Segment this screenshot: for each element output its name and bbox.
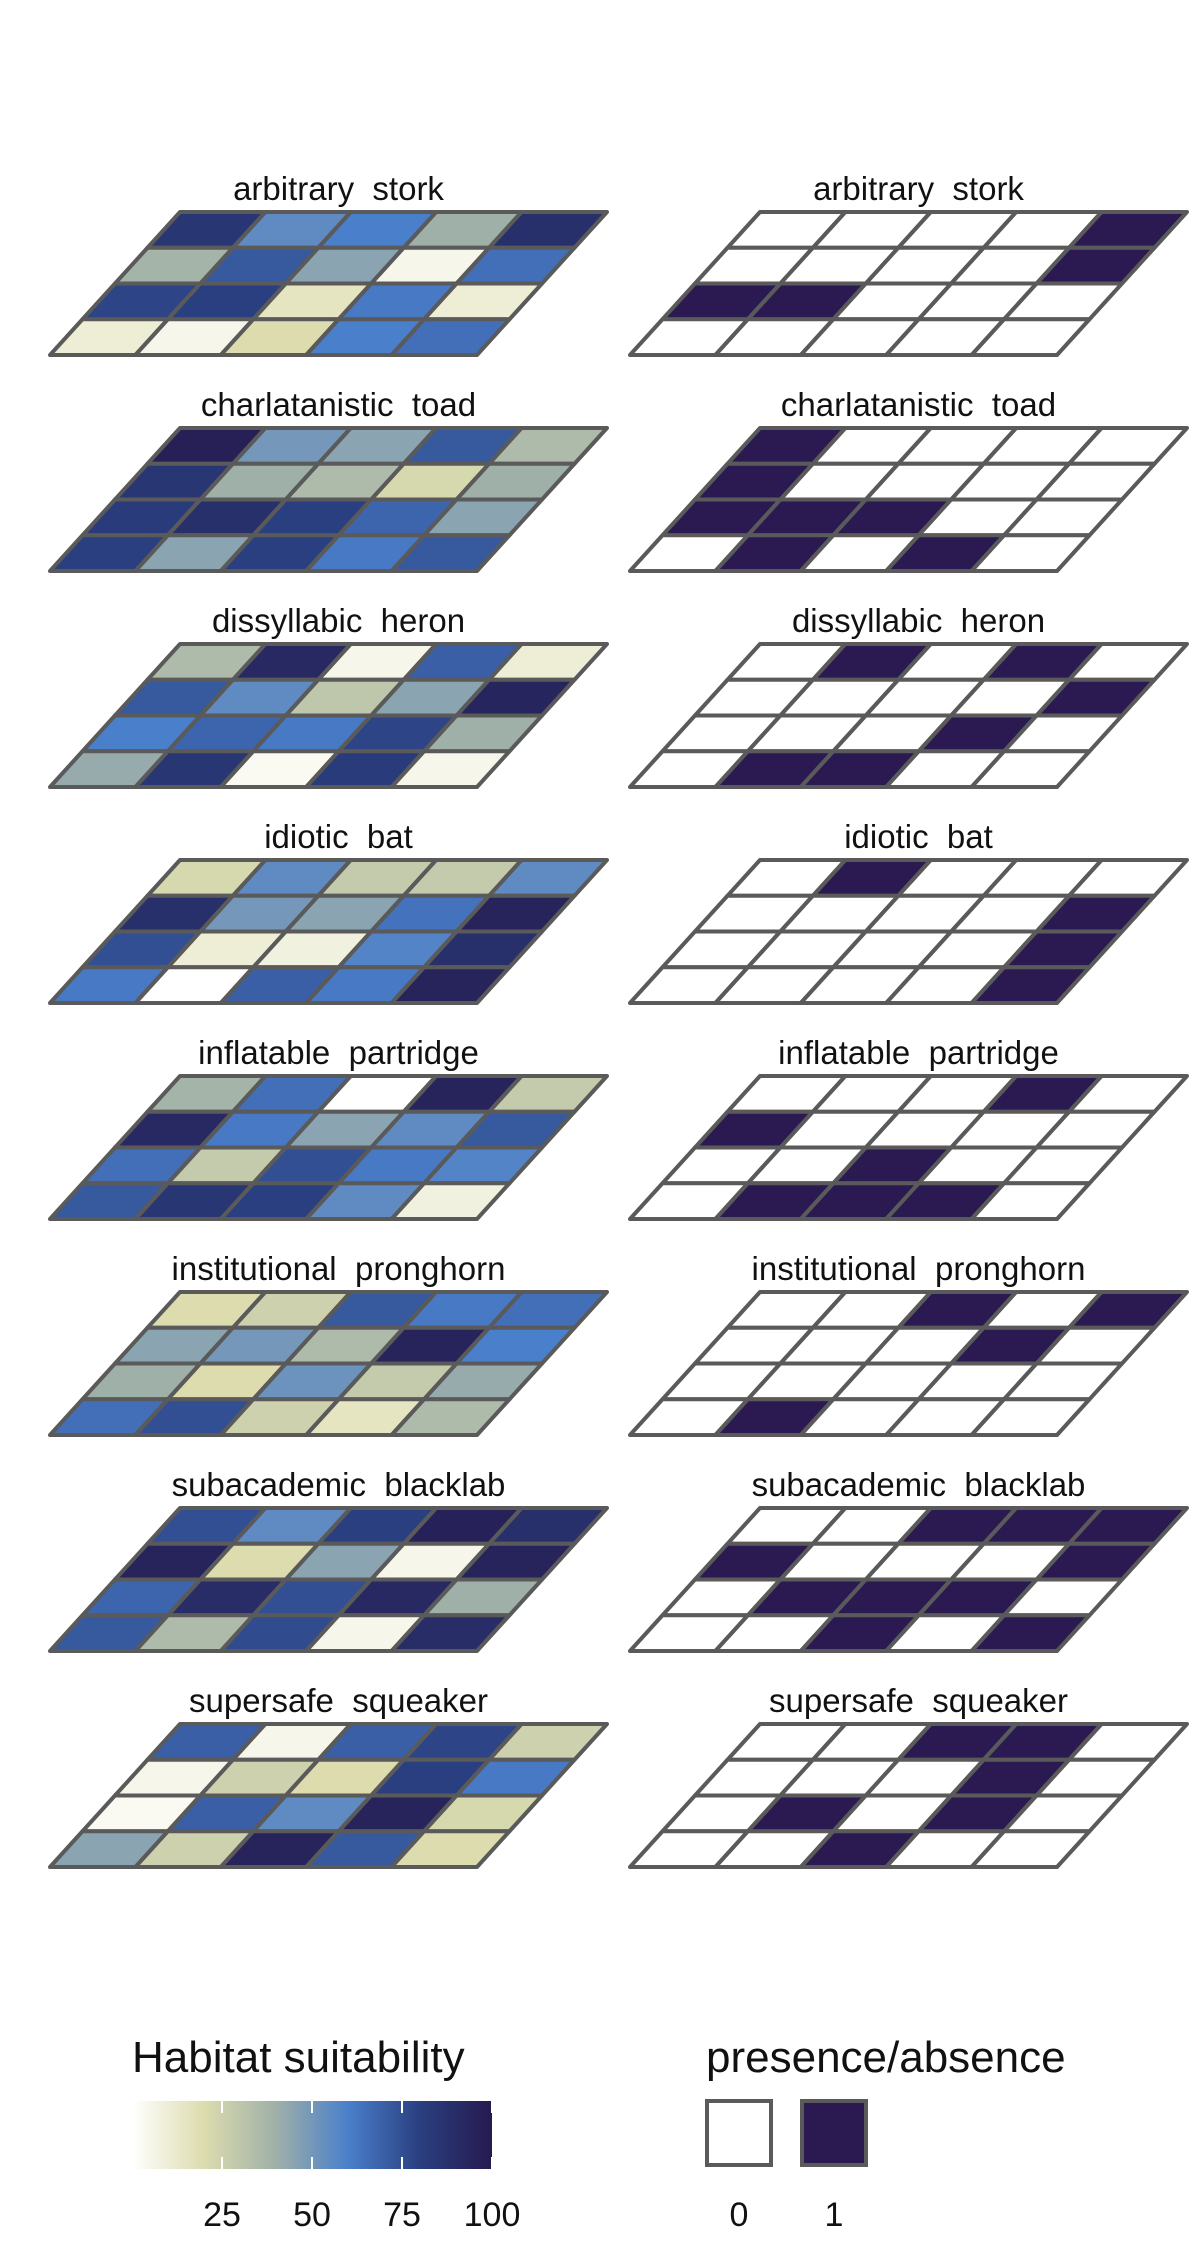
suitability-ticks: 25 50 75 100: [203, 2101, 520, 2234]
presence-panel: subacademic blacklab: [628, 1466, 1189, 1653]
colorbar-tick-label: 100: [464, 2196, 521, 2234]
presence-cell: [969, 749, 1092, 789]
presence-panel: dissyllabic heron: [628, 602, 1189, 789]
suitability-cell: [389, 965, 512, 1005]
presence-cell: [969, 1181, 1092, 1221]
suitability-legend-title: Habitat suitability: [132, 2033, 465, 2082]
presence-cell: [969, 1397, 1092, 1437]
suitability-cell: [389, 1829, 512, 1869]
presence-key-label: 1: [825, 2196, 844, 2234]
panel-title: charlatanistic toad: [781, 386, 1056, 423]
presence-key-swatch: [800, 2099, 868, 2167]
panel-title: supersafe squeaker: [189, 1682, 488, 1719]
presence-panel: supersafe squeaker: [628, 1682, 1189, 1869]
panel-title: supersafe squeaker: [769, 1682, 1068, 1719]
presence-cell: [969, 317, 1092, 357]
panel-title: institutional pronghorn: [752, 1250, 1086, 1287]
panel-title: arbitrary stork: [813, 170, 1024, 207]
suitability-cell: [389, 749, 512, 789]
suitability-panel: dissyllabic heron: [48, 602, 609, 789]
presence-cell: [969, 965, 1092, 1005]
panel-layer: arbitrary stork arbitrary stork charlatani…: [48, 170, 1189, 1869]
suitability-panel: idiotic bat: [48, 818, 609, 1005]
panel-title: idiotic bat: [844, 818, 993, 855]
panel-title: arbitrary stork: [233, 170, 444, 207]
presence-cell: [969, 1829, 1092, 1869]
suitability-legend: Habitat suitability 25 50 75 100: [132, 2033, 520, 2234]
presence-key-label: 0: [730, 2196, 749, 2234]
presence-cell: [969, 1613, 1092, 1653]
panel-title: dissyllabic heron: [792, 602, 1045, 639]
suitability-cell: [389, 1397, 512, 1437]
panel-title: subacademic blacklab: [752, 1466, 1086, 1503]
presence-panel: institutional pronghorn: [628, 1250, 1189, 1437]
suitability-panel: arbitrary stork: [48, 170, 609, 357]
suitability-cell: [389, 533, 512, 573]
presence-key-swatch: [705, 2099, 773, 2167]
suitability-panel: subacademic blacklab: [48, 1466, 609, 1653]
presence-panel: charlatanistic toad: [628, 386, 1189, 573]
panel-title: inflatable partridge: [198, 1034, 479, 1071]
panel-title: inflatable partridge: [778, 1034, 1059, 1071]
legend-layer: Habitat suitability 25 50 75 100 presence/a…: [132, 2033, 1066, 2234]
panel-title: institutional pronghorn: [172, 1250, 506, 1287]
suitability-panel: supersafe squeaker: [48, 1682, 609, 1869]
colorbar-tick-label: 75: [383, 2196, 421, 2234]
suitability-panel: charlatanistic toad: [48, 386, 609, 573]
suitability-cell: [389, 1613, 512, 1653]
suitability-panel: institutional pronghorn: [48, 1250, 609, 1437]
panel-title: dissyllabic heron: [212, 602, 465, 639]
presence-legend-title: presence/absence: [706, 2033, 1066, 2082]
colorbar-tick-label: 25: [203, 2196, 241, 2234]
presence-panel: idiotic bat: [628, 818, 1189, 1005]
suitability-cell: [389, 1181, 512, 1221]
panel-title: idiotic bat: [264, 818, 413, 855]
suitability-cell: [389, 317, 512, 357]
presence-panel: inflatable partridge: [628, 1034, 1189, 1221]
colorbar-tick-label: 50: [293, 2196, 331, 2234]
presence-cell: [969, 533, 1092, 573]
presence-panel: arbitrary stork: [628, 170, 1189, 357]
panel-title: charlatanistic toad: [201, 386, 476, 423]
suitability-panel: inflatable partridge: [48, 1034, 609, 1221]
panel-title: subacademic blacklab: [172, 1466, 506, 1503]
